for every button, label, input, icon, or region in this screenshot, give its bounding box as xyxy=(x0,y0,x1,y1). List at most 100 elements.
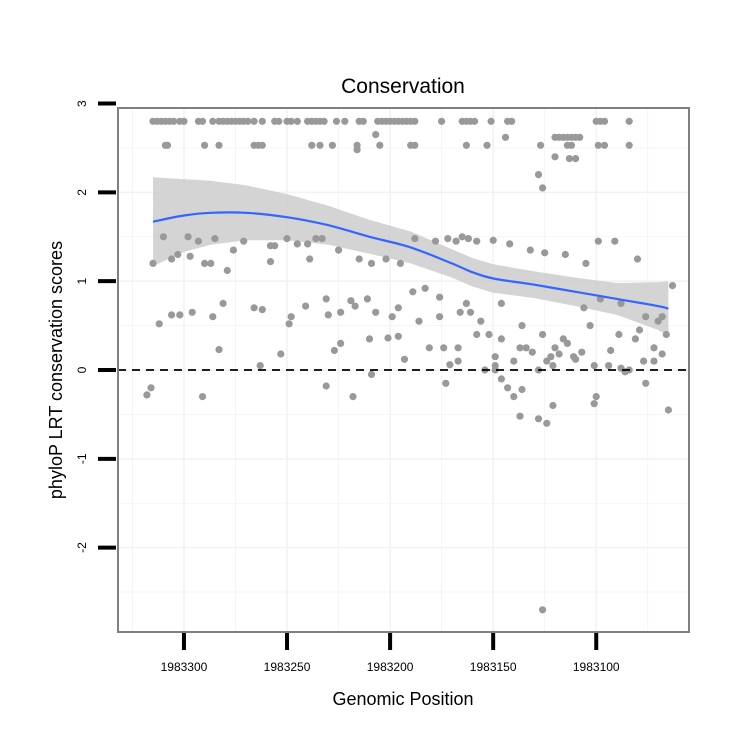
data-point xyxy=(522,344,530,352)
data-point xyxy=(376,141,384,149)
data-point xyxy=(163,141,172,149)
data-point xyxy=(367,370,376,378)
data-point xyxy=(539,330,547,339)
data-point xyxy=(302,302,310,310)
data-points xyxy=(143,117,677,614)
data-point xyxy=(483,141,491,149)
data-point xyxy=(174,250,182,259)
data-point xyxy=(304,240,312,248)
data-point xyxy=(590,400,598,408)
data-point xyxy=(198,393,207,401)
data-point xyxy=(411,141,419,149)
data-point xyxy=(188,308,196,316)
data-point xyxy=(337,308,345,316)
data-point xyxy=(147,384,155,392)
data-point xyxy=(372,308,380,316)
y-tick-label: 3 xyxy=(75,100,89,107)
data-point xyxy=(223,266,231,275)
data-point xyxy=(510,393,518,401)
data-point xyxy=(549,362,557,370)
data-point xyxy=(489,236,497,244)
loess-smooth-line xyxy=(152,211,669,310)
data-point xyxy=(198,117,207,125)
data-point xyxy=(155,320,163,328)
data-point xyxy=(594,237,602,245)
data-point xyxy=(551,153,559,161)
data-point xyxy=(555,350,563,358)
data-point xyxy=(537,141,545,149)
data-point xyxy=(388,313,396,321)
data-point xyxy=(324,311,332,319)
data-point xyxy=(275,117,283,125)
data-point xyxy=(184,233,192,241)
data-point xyxy=(240,237,248,245)
data-point xyxy=(283,235,291,243)
data-point xyxy=(266,242,275,250)
data-point xyxy=(650,357,658,365)
data-point xyxy=(209,117,217,125)
data-point xyxy=(258,141,266,149)
data-point xyxy=(510,357,518,365)
data-point xyxy=(180,117,188,125)
data-point xyxy=(316,141,324,149)
data-point xyxy=(664,406,673,414)
data-point xyxy=(285,320,293,328)
data-point xyxy=(534,171,543,179)
data-point xyxy=(640,357,648,365)
data-point xyxy=(444,235,452,243)
data-point xyxy=(539,606,547,614)
data-point xyxy=(551,344,559,352)
data-point xyxy=(654,317,662,325)
y-axis: -2 -1 0 1 2 3 xyxy=(75,100,116,553)
data-point xyxy=(322,295,330,303)
data-point xyxy=(353,146,361,154)
data-point xyxy=(320,117,328,125)
data-point xyxy=(471,117,479,125)
data-point xyxy=(487,117,495,125)
panel-border xyxy=(117,107,690,633)
x-tick-label: 1983100 xyxy=(573,660,620,674)
data-point xyxy=(662,330,670,339)
data-point xyxy=(668,282,677,290)
data-point xyxy=(462,141,470,149)
data-point xyxy=(332,117,341,125)
data-point xyxy=(287,117,295,125)
data-point xyxy=(625,117,633,125)
data-point xyxy=(349,393,357,401)
data-point xyxy=(631,335,640,343)
data-point xyxy=(400,355,409,363)
data-point xyxy=(335,246,343,254)
data-point xyxy=(229,246,237,254)
data-point xyxy=(176,311,184,319)
data-point xyxy=(372,131,380,139)
data-point xyxy=(497,335,505,343)
data-point xyxy=(508,117,516,125)
data-point xyxy=(363,295,371,303)
data-point xyxy=(607,346,615,355)
data-point xyxy=(561,250,569,259)
data-point xyxy=(328,141,336,149)
data-point xyxy=(308,141,316,149)
data-point xyxy=(244,117,252,125)
data-point xyxy=(635,326,644,334)
data-point xyxy=(318,235,326,243)
data-point xyxy=(539,184,547,192)
data-point xyxy=(625,141,633,149)
data-point xyxy=(605,362,613,370)
data-point xyxy=(516,412,524,420)
data-point xyxy=(633,255,642,263)
data-point xyxy=(491,353,499,361)
data-point xyxy=(563,339,572,347)
data-point xyxy=(168,311,176,319)
chart-title: Conservation xyxy=(341,75,465,98)
data-point xyxy=(642,313,650,321)
data-point xyxy=(201,259,209,267)
data-point xyxy=(452,237,460,245)
data-point xyxy=(209,313,217,321)
data-point xyxy=(650,344,658,352)
data-point xyxy=(170,117,178,125)
data-point xyxy=(330,346,338,355)
data-point xyxy=(617,299,625,307)
data-point xyxy=(580,304,588,312)
